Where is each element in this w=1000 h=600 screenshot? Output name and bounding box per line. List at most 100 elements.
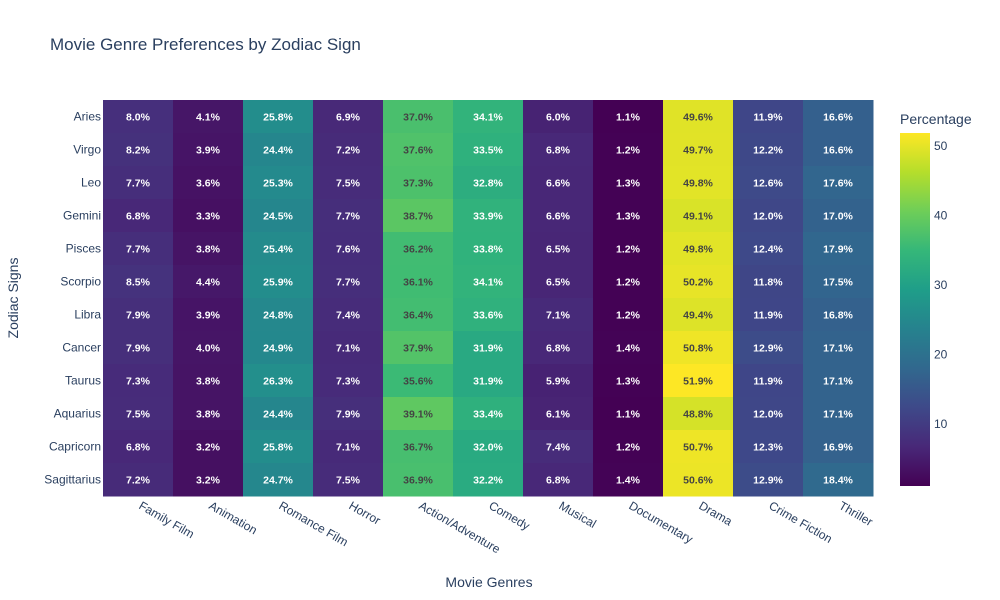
heatmap-cell (523, 166, 594, 200)
cell-value-label: 7.3% (126, 376, 151, 388)
x-tick-label: Romance Film (277, 498, 351, 549)
cell-value-label: 3.8% (196, 409, 221, 421)
cell-value-label: 18.4% (823, 475, 853, 487)
heatmap-cell (453, 232, 524, 266)
heatmap-cell (663, 298, 734, 332)
heatmap-cell (523, 397, 594, 431)
cell-value-label: 24.8% (263, 310, 293, 322)
heatmap-cell (663, 463, 734, 497)
cell-value-label: 37.6% (403, 145, 433, 157)
cell-value-label: 1.3% (616, 376, 641, 388)
cell-value-label: 7.7% (126, 244, 151, 256)
cell-value-label: 7.7% (336, 277, 361, 289)
y-axis-ticks: Aries Virgo Leo Gemini Pisces Scorpio Libra Can… (44, 110, 101, 487)
heatmap-cell (243, 199, 314, 233)
heatmap-cell (803, 232, 874, 266)
heatmap-cell (593, 397, 664, 431)
heatmap-cell (803, 298, 874, 332)
cell-value-label: 1.2% (616, 310, 641, 322)
heatmap-cell (733, 298, 804, 332)
heatmap-cell (523, 463, 594, 497)
heatmap-cell (243, 265, 314, 299)
heatmap-cell (313, 166, 384, 200)
cell-value-label: 4.4% (196, 277, 221, 289)
cell-value-label: 17.0% (823, 211, 853, 223)
heatmap-cell (453, 133, 524, 167)
heatmap-cell (173, 364, 244, 398)
heatmap-cell (383, 232, 454, 266)
heatmap-cell (103, 199, 174, 233)
heatmap-cell (173, 397, 244, 431)
heatmap-cell (453, 331, 524, 365)
heatmap-cell (313, 265, 384, 299)
heatmap-cell (453, 463, 524, 497)
cell-value-label: 7.9% (126, 310, 151, 322)
cell-value-label: 11.8% (753, 277, 783, 289)
heatmap-cell (383, 298, 454, 332)
cell-value-label: 11.9% (753, 112, 783, 124)
cell-value-label: 25.4% (263, 244, 293, 256)
heatmap-cell (803, 364, 874, 398)
heatmap-cell (733, 133, 804, 167)
heatmap-cell (593, 331, 664, 365)
cell-value-label: 12.0% (753, 211, 783, 223)
cell-value-label: 24.5% (263, 211, 293, 223)
cell-value-label: 11.9% (753, 310, 783, 322)
cell-value-label: 6.9% (336, 112, 361, 124)
cell-value-label: 6.5% (546, 277, 571, 289)
cell-value-label: 6.8% (126, 211, 151, 223)
cell-value-label: 7.7% (126, 178, 151, 190)
cell-value-label: 49.7% (683, 145, 713, 157)
heatmap-cell (663, 166, 734, 200)
cell-value-label: 26.3% (263, 376, 293, 388)
cell-value-label: 24.4% (263, 145, 293, 157)
cell-value-label: 36.1% (403, 277, 433, 289)
heatmap-cell (313, 199, 384, 233)
heatmap-cells (103, 100, 874, 497)
heatmap-cell (733, 397, 804, 431)
heatmap-cell (733, 430, 804, 464)
heatmap-cell (313, 430, 384, 464)
heatmap-cell (383, 265, 454, 299)
heatmap-cell (523, 298, 594, 332)
heatmap-cell (103, 397, 174, 431)
cell-value-label: 12.2% (753, 145, 783, 157)
cell-value-label: 12.9% (753, 475, 783, 487)
cell-value-label: 5.9% (546, 376, 571, 388)
cell-value-label: 48.8% (683, 409, 713, 421)
cell-value-label: 7.3% (336, 376, 361, 388)
heatmap-cell (453, 199, 524, 233)
cell-value-label: 12.3% (753, 442, 783, 454)
cell-value-label: 6.0% (546, 112, 571, 124)
heatmap-cell (453, 397, 524, 431)
colorbar: Percentage 10 20 30 40 50 (900, 111, 972, 486)
heatmap-cell (593, 199, 664, 233)
heatmap-cell (103, 265, 174, 299)
heatmap-cell (733, 199, 804, 233)
cell-value-label: 33.4% (473, 409, 503, 421)
x-tick-label: Crime Fiction (767, 498, 835, 545)
x-tick-label: Thriller (837, 498, 876, 528)
y-tick-label: Pisces (66, 242, 101, 256)
colorbar-tick-label: 10 (934, 417, 948, 431)
heatmap-cell (313, 100, 384, 134)
y-tick-label: Sagittarius (44, 473, 101, 487)
cell-value-label: 7.4% (546, 442, 571, 454)
heatmap-cell (453, 100, 524, 134)
heatmap-cell (593, 430, 664, 464)
x-tick-label: Documentary (627, 498, 696, 546)
cell-value-label: 6.8% (546, 343, 571, 355)
cell-value-label: 1.2% (616, 442, 641, 454)
cell-value-label: 1.2% (616, 277, 641, 289)
cell-value-label: 12.9% (753, 343, 783, 355)
heatmap-cell (173, 199, 244, 233)
cell-value-label: 17.9% (823, 244, 853, 256)
cell-value-label: 8.0% (126, 112, 151, 124)
cell-value-label: 50.2% (683, 277, 713, 289)
cell-value-label: 17.1% (823, 343, 853, 355)
cell-value-label: 49.8% (683, 178, 713, 190)
heatmap-cell (453, 364, 524, 398)
heatmap-cell (803, 463, 874, 497)
cell-value-label: 25.8% (263, 112, 293, 124)
cell-value-label: 17.6% (823, 178, 853, 190)
